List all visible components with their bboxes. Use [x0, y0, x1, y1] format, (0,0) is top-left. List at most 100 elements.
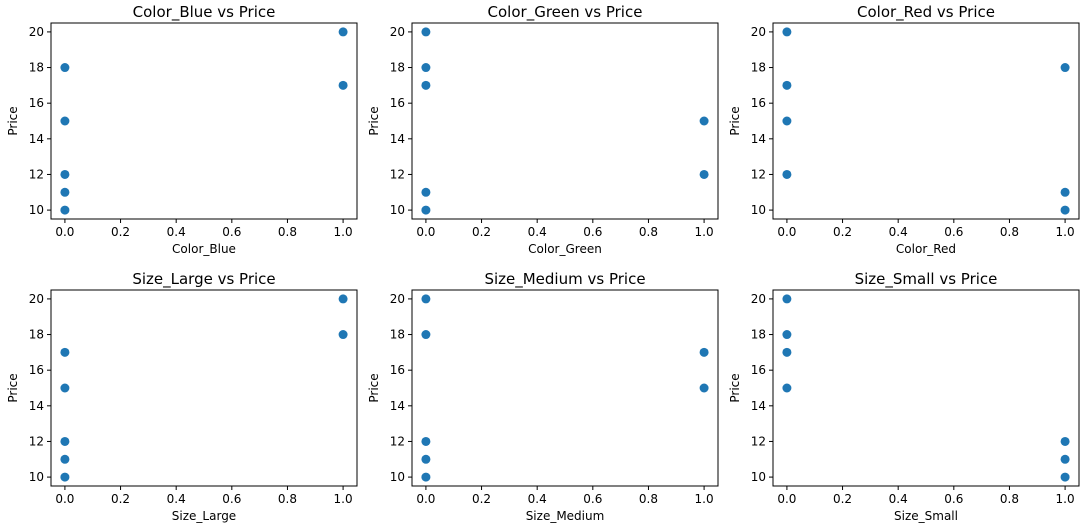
x-tick-label: 0.2 — [111, 492, 130, 506]
x-tick-label: 0.4 — [528, 225, 547, 239]
x-tick-label: 0.4 — [889, 225, 908, 239]
data-point — [421, 472, 431, 482]
x-tick-label: 1.0 — [695, 225, 714, 239]
data-point — [699, 383, 709, 393]
y-tick-label: 18 — [751, 61, 766, 75]
chart-title: Size_Small vs Price — [855, 270, 998, 289]
data-point — [338, 27, 348, 37]
x-tick-label: 0.8 — [639, 492, 658, 506]
y-tick-label: 12 — [29, 167, 44, 181]
data-point — [338, 330, 348, 340]
x-tick-label: 0.4 — [528, 492, 547, 506]
data-point — [782, 294, 792, 304]
y-tick-label: 10 — [390, 203, 405, 217]
y-tick-label: 10 — [751, 203, 766, 217]
y-tick-label: 16 — [29, 96, 44, 110]
y-tick-label: 18 — [29, 328, 44, 342]
x-tick-label: 0.2 — [472, 492, 491, 506]
x-tick-label: 0.0 — [416, 225, 435, 239]
y-tick-label: 12 — [390, 434, 405, 448]
y-tick-label: 20 — [390, 25, 405, 39]
x-tick-label: 0.6 — [583, 492, 602, 506]
plot-frame — [772, 22, 1080, 220]
data-point — [60, 116, 70, 126]
data-point — [60, 436, 70, 446]
data-point — [782, 80, 792, 90]
data-point — [421, 330, 431, 340]
x-tick-label: 0.8 — [278, 225, 297, 239]
y-tick-label: 16 — [751, 96, 766, 110]
x-tick-label: 0.4 — [889, 492, 908, 506]
chart-title: Size_Medium vs Price — [484, 270, 645, 289]
plot-frame — [411, 22, 719, 220]
x-tick-label: 0.0 — [777, 225, 796, 239]
y-tick-label: 14 — [390, 132, 405, 146]
plot-frame — [772, 289, 1080, 487]
x-tick-label: 0.8 — [278, 492, 297, 506]
x-tick-label: 0.2 — [833, 492, 852, 506]
y-tick-label: 18 — [751, 328, 766, 342]
y-tick-label: 20 — [29, 25, 44, 39]
data-point — [60, 205, 70, 215]
data-point — [1060, 436, 1070, 446]
subplot-size-large: Size_Large vs Price 0.0 0.2 0.4 0.6 0.8 1.0 10 1… — [6, 270, 358, 523]
data-point — [421, 63, 431, 73]
data-point — [1060, 205, 1070, 215]
data-point — [338, 80, 348, 90]
data-point — [1060, 63, 1070, 73]
chart-title: Color_Red vs Price — [857, 3, 995, 22]
x-axis-label: Size_Large — [172, 509, 236, 523]
plot-frame — [411, 289, 719, 487]
data-point — [421, 80, 431, 90]
x-tick-label: 0.2 — [111, 225, 130, 239]
data-point — [782, 347, 792, 357]
y-tick-label: 20 — [390, 292, 405, 306]
y-tick-label: 18 — [390, 328, 405, 342]
x-tick-label: 0.6 — [583, 225, 602, 239]
x-tick-label: 0.4 — [167, 492, 186, 506]
plot-frame — [50, 289, 358, 487]
y-tick-label: 14 — [751, 132, 766, 146]
y-tick-label: 14 — [390, 399, 405, 413]
y-tick-label: 16 — [29, 363, 44, 377]
data-point — [782, 169, 792, 179]
data-point — [699, 116, 709, 126]
data-point — [782, 330, 792, 340]
y-tick-label: 18 — [390, 61, 405, 75]
data-point — [421, 436, 431, 446]
x-axis-label: Color_Red — [896, 242, 956, 256]
y-axis-label: Price — [367, 373, 381, 402]
data-point — [60, 454, 70, 464]
y-axis-label: Price — [728, 106, 742, 135]
y-tick-label: 10 — [751, 470, 766, 484]
plot-frame — [50, 22, 358, 220]
data-point — [1060, 187, 1070, 197]
y-axis-label: Price — [728, 373, 742, 402]
x-tick-label: 0.0 — [55, 225, 74, 239]
x-tick-label: 0.6 — [944, 492, 963, 506]
data-point — [60, 472, 70, 482]
x-axis-label: Size_Medium — [526, 509, 605, 523]
y-tick-label: 16 — [751, 363, 766, 377]
subplot-color-green: Color_Green vs Price 0.0 0.2 0.4 0.6 0.8 1.0 10… — [367, 3, 719, 256]
y-axis-label: Price — [367, 106, 381, 135]
data-point — [60, 383, 70, 393]
data-point — [60, 187, 70, 197]
x-tick-label: 0.2 — [472, 225, 491, 239]
data-point — [421, 205, 431, 215]
x-axis-label: Color_Green — [528, 242, 602, 256]
x-tick-label: 1.0 — [334, 225, 353, 239]
y-tick-label: 10 — [29, 203, 44, 217]
y-tick-label: 20 — [751, 25, 766, 39]
data-point — [1060, 472, 1070, 482]
y-tick-label: 14 — [29, 399, 44, 413]
y-tick-label: 12 — [751, 167, 766, 181]
y-axis-label: Price — [6, 373, 20, 402]
subplot-color-red: Color_Red vs Price 0.0 0.2 0.4 0.6 0.8 1.0 10 12… — [728, 3, 1080, 256]
x-tick-label: 1.0 — [1056, 225, 1075, 239]
y-tick-label: 10 — [390, 470, 405, 484]
data-point — [421, 294, 431, 304]
x-tick-label: 0.8 — [1000, 492, 1019, 506]
y-tick-label: 10 — [29, 470, 44, 484]
x-tick-label: 0.2 — [833, 225, 852, 239]
